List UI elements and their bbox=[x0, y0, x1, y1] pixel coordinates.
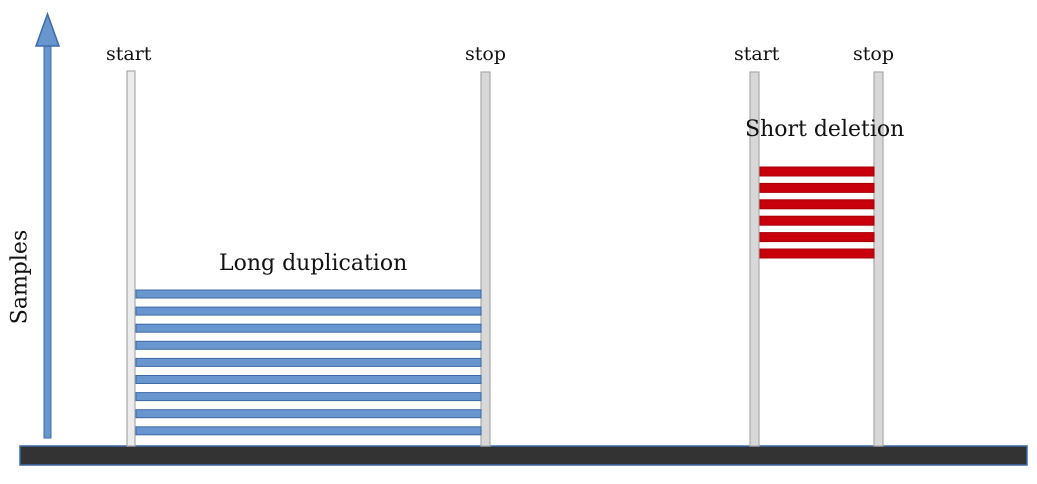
samples-axis-arrow bbox=[34, 11, 61, 439]
long-duplication-bars bbox=[135, 289, 482, 436]
short-deletion-label: Short deletion bbox=[745, 117, 905, 142]
duplication-sample-bar bbox=[135, 357, 482, 367]
event1-stop-label: stop bbox=[465, 43, 506, 65]
event2-stop-label: stop bbox=[853, 43, 894, 65]
deletion-sample-bar bbox=[759, 232, 875, 243]
short-deletion-bars bbox=[759, 166, 875, 259]
genome-baseline bbox=[19, 445, 1028, 466]
deletion-sample-bar bbox=[759, 199, 875, 210]
deletion-sample-bar bbox=[759, 248, 875, 259]
duplication-sample-bar bbox=[135, 289, 482, 299]
deletion-sample-bar bbox=[759, 215, 875, 226]
event1-stop-post bbox=[480, 71, 491, 447]
event1-start-label: start bbox=[106, 43, 152, 65]
deletion-sample-bar bbox=[759, 166, 875, 177]
duplication-sample-bar bbox=[135, 323, 482, 333]
event1-start-post bbox=[126, 70, 136, 447]
duplication-sample-bar bbox=[135, 426, 482, 436]
duplication-sample-bar bbox=[135, 340, 482, 350]
deletion-sample-bar bbox=[759, 182, 875, 193]
duplication-sample-bar bbox=[135, 306, 482, 316]
duplication-sample-bar bbox=[135, 392, 482, 402]
event2-start-label: start bbox=[734, 43, 780, 65]
duplication-sample-bar bbox=[135, 375, 482, 384]
event2-stop-post bbox=[873, 71, 884, 447]
event2-start-post bbox=[749, 71, 760, 447]
long-duplication-label: Long duplication bbox=[219, 251, 408, 276]
duplication-sample-bar bbox=[135, 409, 482, 419]
samples-axis-label: Samples bbox=[7, 229, 33, 325]
